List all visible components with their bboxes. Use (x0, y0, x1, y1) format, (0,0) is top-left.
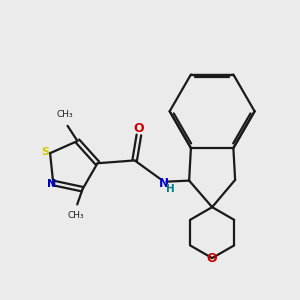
Text: O: O (134, 122, 144, 135)
Text: S: S (41, 147, 50, 157)
Text: CH₃: CH₃ (67, 212, 84, 220)
Text: CH₃: CH₃ (57, 110, 74, 119)
Text: N: N (47, 179, 56, 189)
Text: H: H (166, 184, 174, 194)
Text: O: O (207, 252, 218, 265)
Text: N: N (159, 177, 170, 190)
